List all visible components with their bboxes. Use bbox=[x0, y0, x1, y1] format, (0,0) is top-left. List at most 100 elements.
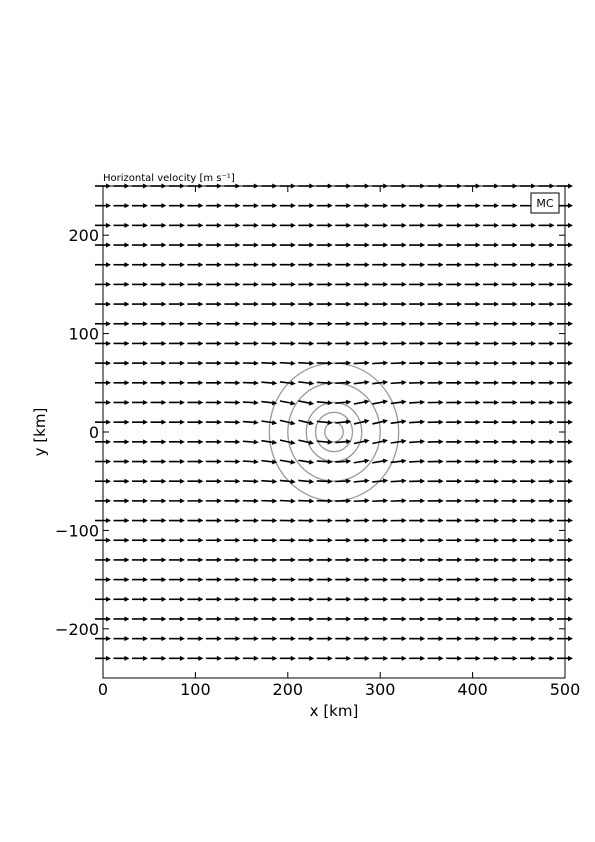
arrow-head bbox=[438, 203, 444, 209]
velocity-arrow bbox=[316, 636, 333, 642]
velocity-arrow bbox=[390, 301, 407, 307]
arrow-head bbox=[364, 321, 370, 327]
velocity-arrow bbox=[261, 360, 278, 366]
velocity-arrow bbox=[187, 518, 204, 524]
arrow-head bbox=[346, 655, 352, 661]
velocity-arrow bbox=[131, 557, 148, 563]
arrow-head bbox=[494, 478, 500, 484]
arrow-head bbox=[253, 498, 259, 504]
arrow-head bbox=[216, 439, 222, 445]
arrow-head bbox=[438, 616, 444, 622]
arrow-shaft bbox=[316, 460, 330, 463]
arrow-head bbox=[531, 537, 537, 543]
arrow-head bbox=[475, 459, 481, 465]
velocity-arrow bbox=[150, 616, 167, 622]
arrow-head bbox=[309, 636, 315, 642]
velocity-arrow bbox=[390, 242, 407, 248]
velocity-arrow bbox=[261, 518, 278, 524]
arrow-head bbox=[364, 498, 370, 504]
arrow-head bbox=[290, 321, 296, 327]
arrow-head bbox=[142, 360, 148, 366]
arrow-head bbox=[383, 262, 389, 268]
arrow-head bbox=[438, 537, 444, 543]
arrow-head bbox=[290, 400, 296, 406]
velocity-arrow bbox=[113, 222, 130, 228]
arrow-head bbox=[457, 537, 463, 543]
arrow-head bbox=[253, 222, 259, 228]
arrow-head bbox=[124, 360, 130, 366]
arrow-shaft bbox=[353, 400, 367, 405]
arrow-head bbox=[438, 596, 444, 602]
arrow-head bbox=[475, 636, 481, 642]
arrow-head bbox=[382, 399, 389, 405]
velocity-arrow bbox=[113, 380, 130, 386]
velocity-arrow bbox=[446, 537, 463, 543]
arrow-head bbox=[161, 478, 167, 484]
arrow-head bbox=[512, 498, 518, 504]
velocity-arrow bbox=[279, 262, 296, 268]
arrow-head bbox=[457, 636, 463, 642]
velocity-arrow bbox=[242, 478, 259, 484]
arrow-head bbox=[309, 518, 315, 524]
arrow-head bbox=[420, 242, 426, 248]
arrow-head bbox=[531, 321, 537, 327]
velocity-arrow bbox=[131, 222, 148, 228]
velocity-arrow bbox=[538, 380, 555, 386]
arrow-head bbox=[290, 340, 296, 346]
arrow-head bbox=[512, 242, 518, 248]
velocity-arrow bbox=[95, 321, 111, 327]
velocity-arrow bbox=[353, 498, 370, 504]
arrow-head bbox=[401, 399, 407, 405]
arrow-head bbox=[512, 262, 518, 268]
velocity-arrow bbox=[261, 281, 278, 287]
arrow-head bbox=[235, 380, 241, 386]
velocity-arrow bbox=[390, 438, 407, 444]
arrow-head bbox=[549, 419, 555, 425]
arrow-head bbox=[290, 655, 296, 661]
arrow-head bbox=[438, 577, 444, 583]
arrow-head bbox=[568, 459, 573, 465]
velocity-arrow bbox=[298, 518, 315, 524]
velocity-arrow bbox=[113, 203, 130, 209]
arrow-head bbox=[438, 301, 444, 307]
arrow-head bbox=[401, 616, 407, 622]
arrow-shaft bbox=[279, 479, 293, 483]
arrow-head bbox=[290, 222, 296, 228]
arrow-shaft bbox=[261, 400, 275, 404]
arrow-head bbox=[364, 340, 370, 346]
velocity-arrow bbox=[131, 655, 148, 661]
arrow-head bbox=[420, 321, 426, 327]
arrow-shaft bbox=[242, 420, 256, 424]
arrow-head bbox=[290, 577, 296, 583]
arrow-head bbox=[401, 557, 407, 563]
velocity-arrow bbox=[168, 242, 185, 248]
velocity-arrow bbox=[224, 400, 241, 406]
arrow-head bbox=[420, 636, 426, 642]
arrow-head bbox=[106, 301, 111, 307]
arrow-shaft bbox=[390, 381, 404, 385]
velocity-arrow bbox=[427, 222, 444, 228]
velocity-arrow bbox=[353, 340, 370, 346]
arrow-head bbox=[327, 577, 333, 583]
velocity-arrow bbox=[372, 438, 389, 445]
velocity-arrow bbox=[113, 262, 130, 268]
velocity-arrow bbox=[446, 478, 463, 484]
x-tick-label: 500 bbox=[550, 680, 581, 699]
velocity-arrow bbox=[131, 478, 148, 484]
velocity-arrow bbox=[520, 478, 537, 484]
arrow-head bbox=[253, 439, 259, 445]
velocity-arrow bbox=[279, 498, 296, 504]
arrow-head bbox=[401, 242, 407, 248]
velocity-arrow bbox=[390, 518, 407, 524]
arrow-head bbox=[253, 537, 259, 543]
velocity-arrow bbox=[261, 636, 278, 642]
arrow-head bbox=[383, 655, 389, 661]
arrow-shaft bbox=[335, 381, 349, 385]
velocity-arrow bbox=[298, 596, 315, 602]
velocity-arrow bbox=[409, 419, 426, 425]
velocity-arrow bbox=[150, 518, 167, 524]
velocity-arrow bbox=[501, 340, 518, 346]
velocity-arrow bbox=[298, 203, 315, 209]
velocity-arrow bbox=[427, 616, 444, 622]
velocity-arrow bbox=[279, 655, 296, 661]
